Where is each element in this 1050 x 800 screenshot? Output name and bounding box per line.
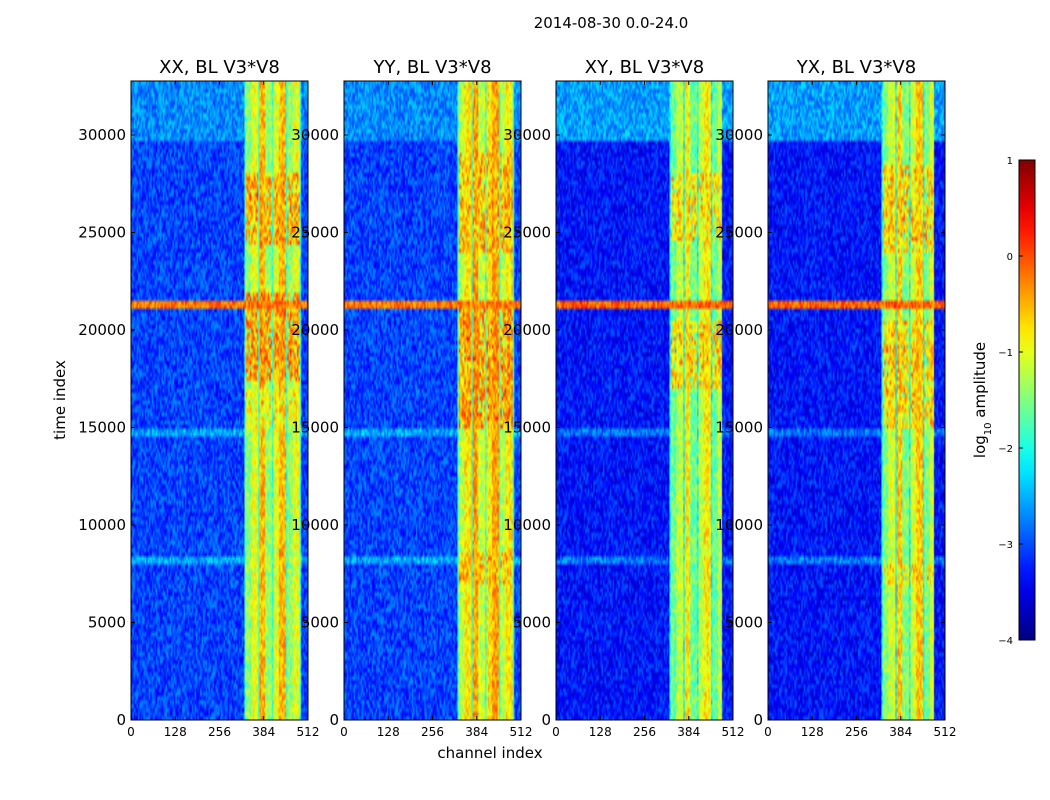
y-tick-label: 10000 [715,516,763,534]
heatmap-image-4 [768,81,945,720]
y-tick-label: 25000 [78,223,126,241]
x-tick-label: 0 [764,725,772,739]
y-tick-label: 0 [541,711,551,729]
y-tick-label: 5000 [301,613,339,631]
y-tick-label: 15000 [715,418,763,436]
y-tick-label: 5000 [725,613,763,631]
colorbar-tick-label: −3 [998,540,1013,551]
x-tick-label: 512 [722,725,745,739]
y-tick-label: 25000 [291,223,339,241]
x-tick-label: 256 [845,725,868,739]
y-tick-label: 20000 [715,321,763,339]
y-tick-label: 10000 [78,516,126,534]
y-tick-label: 25000 [503,223,551,241]
y-tick-label: 10000 [503,516,551,534]
y-tick-label: 30000 [78,126,126,144]
x-tick-label: 384 [889,725,912,739]
x-tick-label: 128 [801,725,824,739]
x-tick-label: 384 [252,725,275,739]
x-tick-label: 0 [127,725,135,739]
panel-title: XY, BL V3*V8 [585,57,704,78]
y-tick-label: 0 [329,711,339,729]
colorbar-label: log10 amplitude [971,342,994,458]
heatmap-image-2 [344,81,521,720]
colorbar-gradient [1018,159,1036,641]
x-tick-label: 128 [377,725,400,739]
x-axis-label: channel index [437,744,542,762]
x-tick-label: 512 [297,725,320,739]
y-tick-label: 20000 [291,321,339,339]
panels: XX, BL V3*V8 0 128 256 384 512 0 5000 10000 15000… [78,57,956,739]
y-tick-label: 5000 [513,613,551,631]
colorbar-label-suffix: amplitude [971,342,989,423]
y-tick-label: 10000 [291,516,339,534]
colorbar-label-prefix: log [971,435,989,458]
heatmap-image-3 [556,81,733,720]
y-tick-label: 30000 [715,126,763,144]
y-tick-label: 15000 [503,418,551,436]
x-tick-label: 128 [164,725,187,739]
figure-title: 2014-08-30 0.0-24.0 [534,14,689,32]
x-tick-label: 0 [340,725,348,739]
x-tick-label: 384 [465,725,488,739]
y-tick-label: 15000 [78,418,126,436]
colorbar-tick-label: −2 [998,444,1013,455]
colorbar-tick-label: −1 [998,348,1013,359]
heatmap-image-1 [131,81,308,720]
x-tick-label: 384 [677,725,700,739]
panel-1: XX, BL V3*V8 0 128 256 384 512 0 5000 10000 15000… [78,57,319,739]
y-tick-label: 15000 [291,418,339,436]
panel-2: YY, BL V3*V8 0 128 256 384 512 0 5000 10000 15000… [291,57,532,739]
y-tick-label: 30000 [291,126,339,144]
x-tick-label: 256 [208,725,231,739]
panel-4: YX, BL V3*V8 0 128 256 384 512 0 5000 10000 15000… [715,57,956,739]
colorbar-tick-label: −4 [998,636,1013,647]
colorbar-tick-label: 0 [1007,252,1013,263]
y-tick-label: 5000 [88,613,126,631]
colorbar-label-sub: 10 [983,422,994,435]
y-tick-label: 0 [753,711,763,729]
y-tick-label: 25000 [715,223,763,241]
x-tick-label: 0 [552,725,560,739]
y-axis-label: time index [51,360,69,440]
panel-title: YX, BL V3*V8 [796,57,916,78]
x-tick-label: 128 [589,725,612,739]
colorbar-tick-label: 1 [1007,156,1013,167]
y-tick-label: 20000 [503,321,551,339]
x-tick-label: 256 [633,725,656,739]
x-tick-label: 512 [934,725,957,739]
panel-title: YY, BL V3*V8 [372,57,491,78]
y-tick-label: 0 [116,711,126,729]
panel-title: XX, BL V3*V8 [159,57,280,78]
panel-3: XY, BL V3*V8 0 128 256 384 512 0 5000 10000 15000… [503,57,744,739]
y-tick-label: 20000 [78,321,126,339]
x-tick-label: 512 [510,725,533,739]
x-tick-label: 256 [421,725,444,739]
y-tick-label: 30000 [503,126,551,144]
